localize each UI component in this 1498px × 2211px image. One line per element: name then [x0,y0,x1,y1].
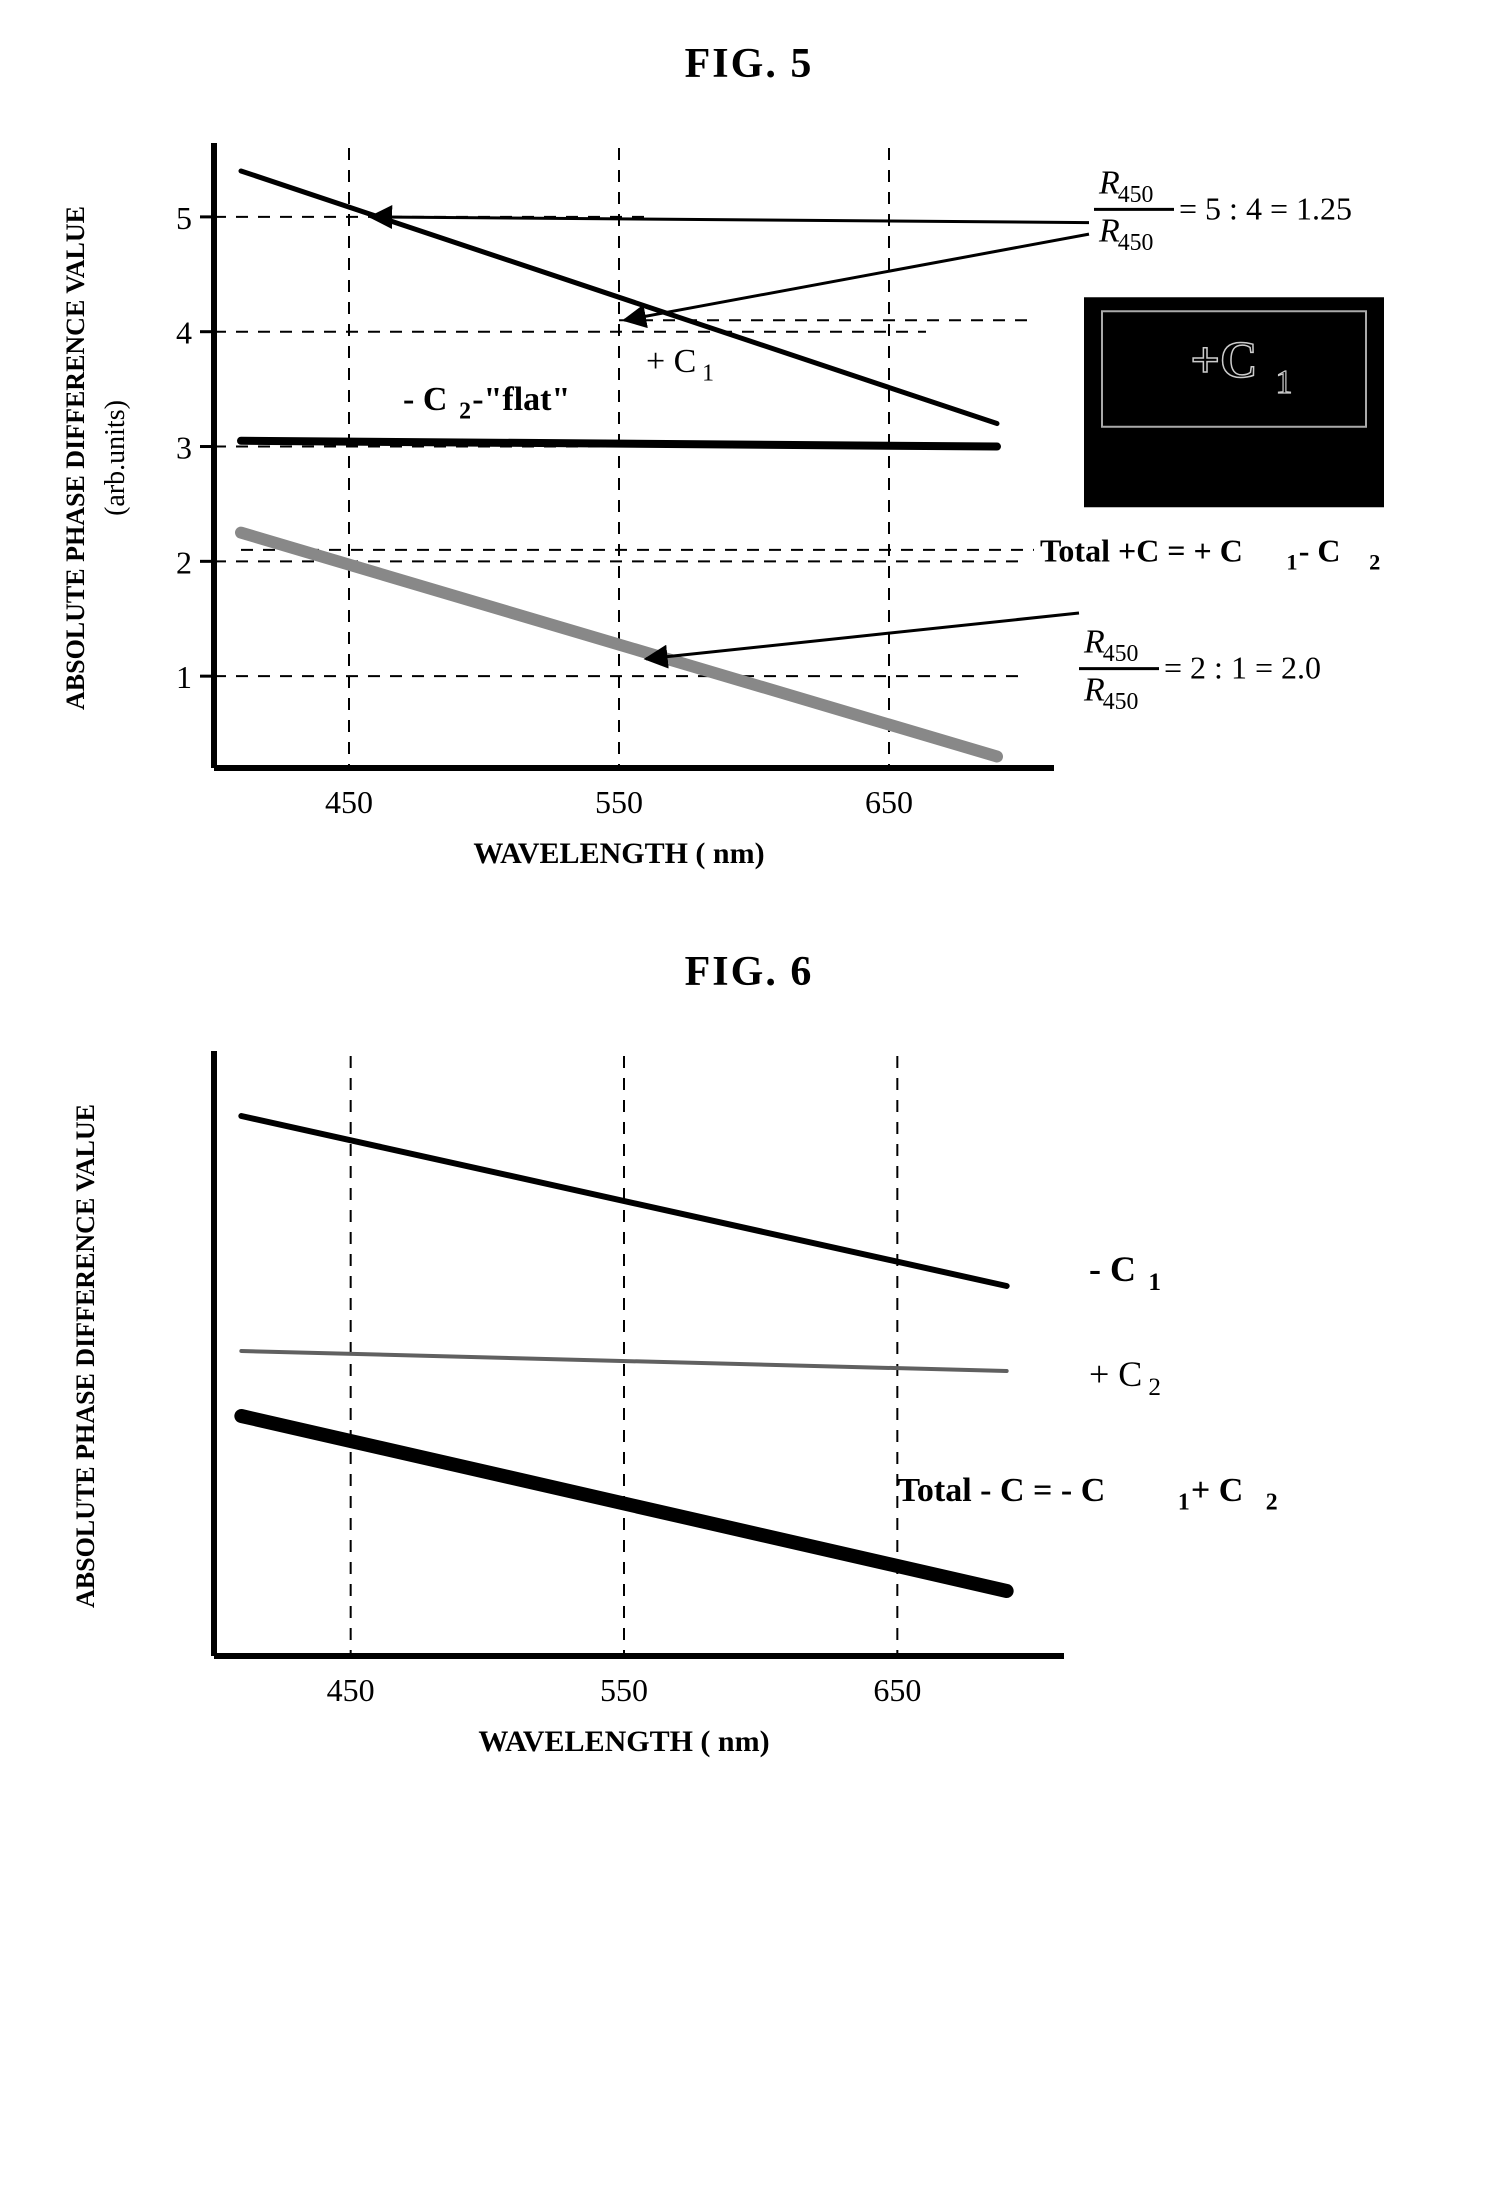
svg-text:450: 450 [327,1672,375,1708]
svg-text:R: R [1098,212,1120,249]
svg-text:4: 4 [176,315,192,351]
fig5-chart: 450 550 650 1 2 3 4 5 WAVELENGTH ( nm) ABSOLUTE P… [24,108,1474,908]
svg-text:2: 2 [459,398,471,424]
svg-text:2: 2 [176,544,192,580]
svg-text:5: 5 [176,200,192,236]
svg-text:(arb.units): (arb.units) [100,400,131,516]
svg-text:+ C: + C [1089,1354,1142,1394]
svg-text:+ C: + C [1191,1472,1243,1509]
svg-text:450: 450 [325,784,373,820]
svg-text:2: 2 [1266,1490,1278,1516]
svg-text:1: 1 [1148,1269,1161,1296]
fig6-panel: 450 550 650 WAVELENGTH ( nm) ABSOLUTE PHASE … [24,1016,1474,1796]
svg-text:R: R [1083,624,1105,661]
svg-text:550: 550 [600,1672,648,1708]
svg-text:3: 3 [176,430,192,466]
svg-text:= 2 : 1 = 2.0: = 2 : 1 = 2.0 [1164,650,1321,686]
svg-text:2: 2 [1148,1374,1161,1401]
svg-text:- C: - C [403,381,447,418]
svg-text:WAVELENGTH ( nm): WAVELENGTH ( nm) [473,837,764,870]
svg-text:R: R [1083,672,1105,709]
svg-text:R: R [1098,164,1120,201]
svg-text:- C: - C [1089,1249,1136,1289]
svg-text:1: 1 [1276,364,1293,401]
svg-text:ABSOLUTE PHASE DIFFERENCE VALU: ABSOLUTE PHASE DIFFERENCE VALUE [61,206,90,710]
svg-text:+ C: + C [646,343,696,380]
svg-text:WAVELENGTH ( nm): WAVELENGTH ( nm) [478,1725,769,1758]
svg-text:650: 650 [865,784,913,820]
svg-text:2: 2 [1369,549,1380,574]
svg-text:650: 650 [873,1672,921,1708]
svg-text:ABSOLUTE PHASE DIFFERENCE VALU: ABSOLUTE PHASE DIFFERENCE VALUE [71,1104,100,1608]
fig6-title: FIG. 6 [20,948,1478,996]
svg-text:- C: - C [1299,532,1341,568]
svg-text:-"flat": -"flat" [472,381,570,418]
svg-text:450: 450 [1103,641,1139,667]
fig6-chart: 450 550 650 WAVELENGTH ( nm) ABSOLUTE PHASE … [24,1016,1474,1796]
svg-text:Total +C = + C: Total +C = + C [1040,532,1243,568]
svg-text:+C: +C [1190,332,1257,389]
svg-text:= 5 : 4 = 1.25: = 5 : 4 = 1.25 [1179,190,1352,226]
svg-text:Total - C = - C: Total - C = - C [897,1472,1105,1509]
fig5-title: FIG. 5 [20,40,1478,88]
svg-text:450: 450 [1118,230,1154,256]
svg-text:450: 450 [1103,689,1139,715]
fig5-panel: 450 550 650 1 2 3 4 5 WAVELENGTH ( nm) ABSOLUTE P… [24,108,1474,908]
svg-text:1: 1 [1178,1490,1190,1516]
svg-text:1: 1 [176,659,192,695]
svg-text:450: 450 [1118,182,1154,208]
svg-text:1: 1 [702,360,714,386]
svg-text:550: 550 [595,784,643,820]
svg-text:1: 1 [1286,549,1297,574]
